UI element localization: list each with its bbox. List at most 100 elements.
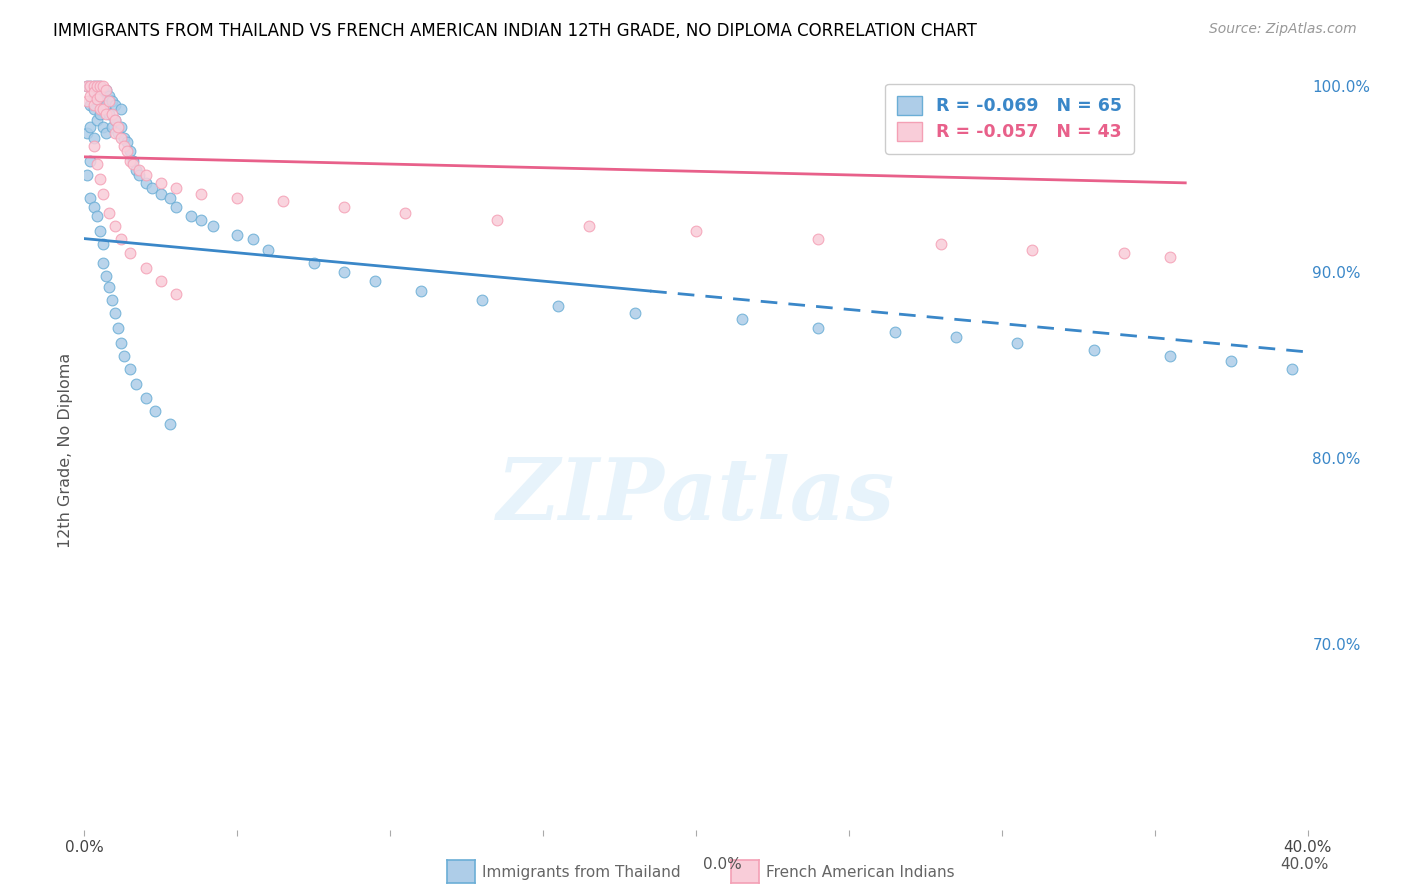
Text: IMMIGRANTS FROM THAILAND VS FRENCH AMERICAN INDIAN 12TH GRADE, NO DIPLOMA CORREL: IMMIGRANTS FROM THAILAND VS FRENCH AMERI… [53,22,977,40]
Point [79,120,101,135]
Point [91,102,114,116]
Point [883,325,905,339]
Point [107,320,129,334]
Point [394,205,416,219]
Point [86,88,108,103]
Point [333,200,356,214]
Point [83,88,105,103]
Point [1114,246,1136,260]
Point [83,79,105,94]
Point [159,417,181,432]
Point [91,120,114,135]
Point [1220,354,1243,368]
Point [104,126,127,140]
Point [91,83,114,97]
Point [945,330,967,344]
Point [76,94,98,108]
Point [1083,343,1105,358]
Point [83,79,105,94]
Point [83,97,105,112]
Point [110,335,132,350]
Point [97,94,120,108]
Point [76,126,98,140]
Point [149,176,172,190]
Point [685,224,707,238]
Point [135,169,157,183]
Point [104,112,127,127]
Point [89,79,111,94]
Point [120,361,142,376]
Point [333,265,356,279]
Point [112,138,135,153]
Point [86,79,108,94]
Point [115,145,138,159]
Point [807,231,830,245]
Point [125,162,148,177]
Point [165,181,187,195]
Legend: R = -0.069   N = 65, R = -0.057   N = 43: R = -0.069 N = 65, R = -0.057 N = 43 [886,84,1133,153]
Point [94,83,117,97]
Point [547,298,569,313]
Point [578,219,600,233]
Point [104,219,127,233]
Point [104,112,127,127]
Point [471,293,494,307]
Point [159,191,181,205]
Text: ZIPatlas: ZIPatlas [496,454,896,538]
Point [94,268,117,283]
Point [97,280,120,294]
Point [91,256,114,270]
Point [79,79,101,94]
Point [149,187,172,202]
Point [165,200,187,214]
Point [97,205,120,219]
Point [149,274,172,288]
Point [1159,349,1181,363]
Point [83,200,105,214]
Point [79,88,101,103]
Point [89,107,111,121]
Point [89,102,111,116]
Point [242,231,264,245]
Text: 0.0%: 0.0% [703,857,742,872]
Point [89,88,111,103]
Point [364,274,387,288]
Point [76,79,98,94]
Text: Immigrants from Thailand: Immigrants from Thailand [482,865,681,880]
Point [110,131,132,145]
Point [226,227,249,242]
Point [94,107,117,121]
Point [89,224,111,238]
Point [1021,243,1043,257]
Point [86,209,108,223]
Point [807,320,830,334]
Y-axis label: 12th Grade, No Diploma: 12th Grade, No Diploma [58,353,73,548]
Point [486,213,509,227]
Point [122,157,145,171]
Point [409,284,432,298]
Point [1159,250,1181,264]
Point [110,120,132,135]
Point [83,131,105,145]
Point [226,191,249,205]
Point [115,135,138,149]
Point [104,97,127,112]
Point [112,349,135,363]
Point [86,92,108,106]
Point [89,172,111,186]
Point [180,209,202,223]
Point [79,191,101,205]
Point [97,107,120,121]
Point [135,392,157,406]
Point [190,213,212,227]
Point [271,194,294,209]
Text: Source: ZipAtlas.com: Source: ZipAtlas.com [1209,22,1357,37]
Point [83,85,105,99]
Point [112,131,135,145]
Point [143,404,166,418]
Point [107,126,129,140]
Point [120,145,142,159]
Point [86,112,108,127]
Point [135,261,157,276]
Point [122,153,145,168]
